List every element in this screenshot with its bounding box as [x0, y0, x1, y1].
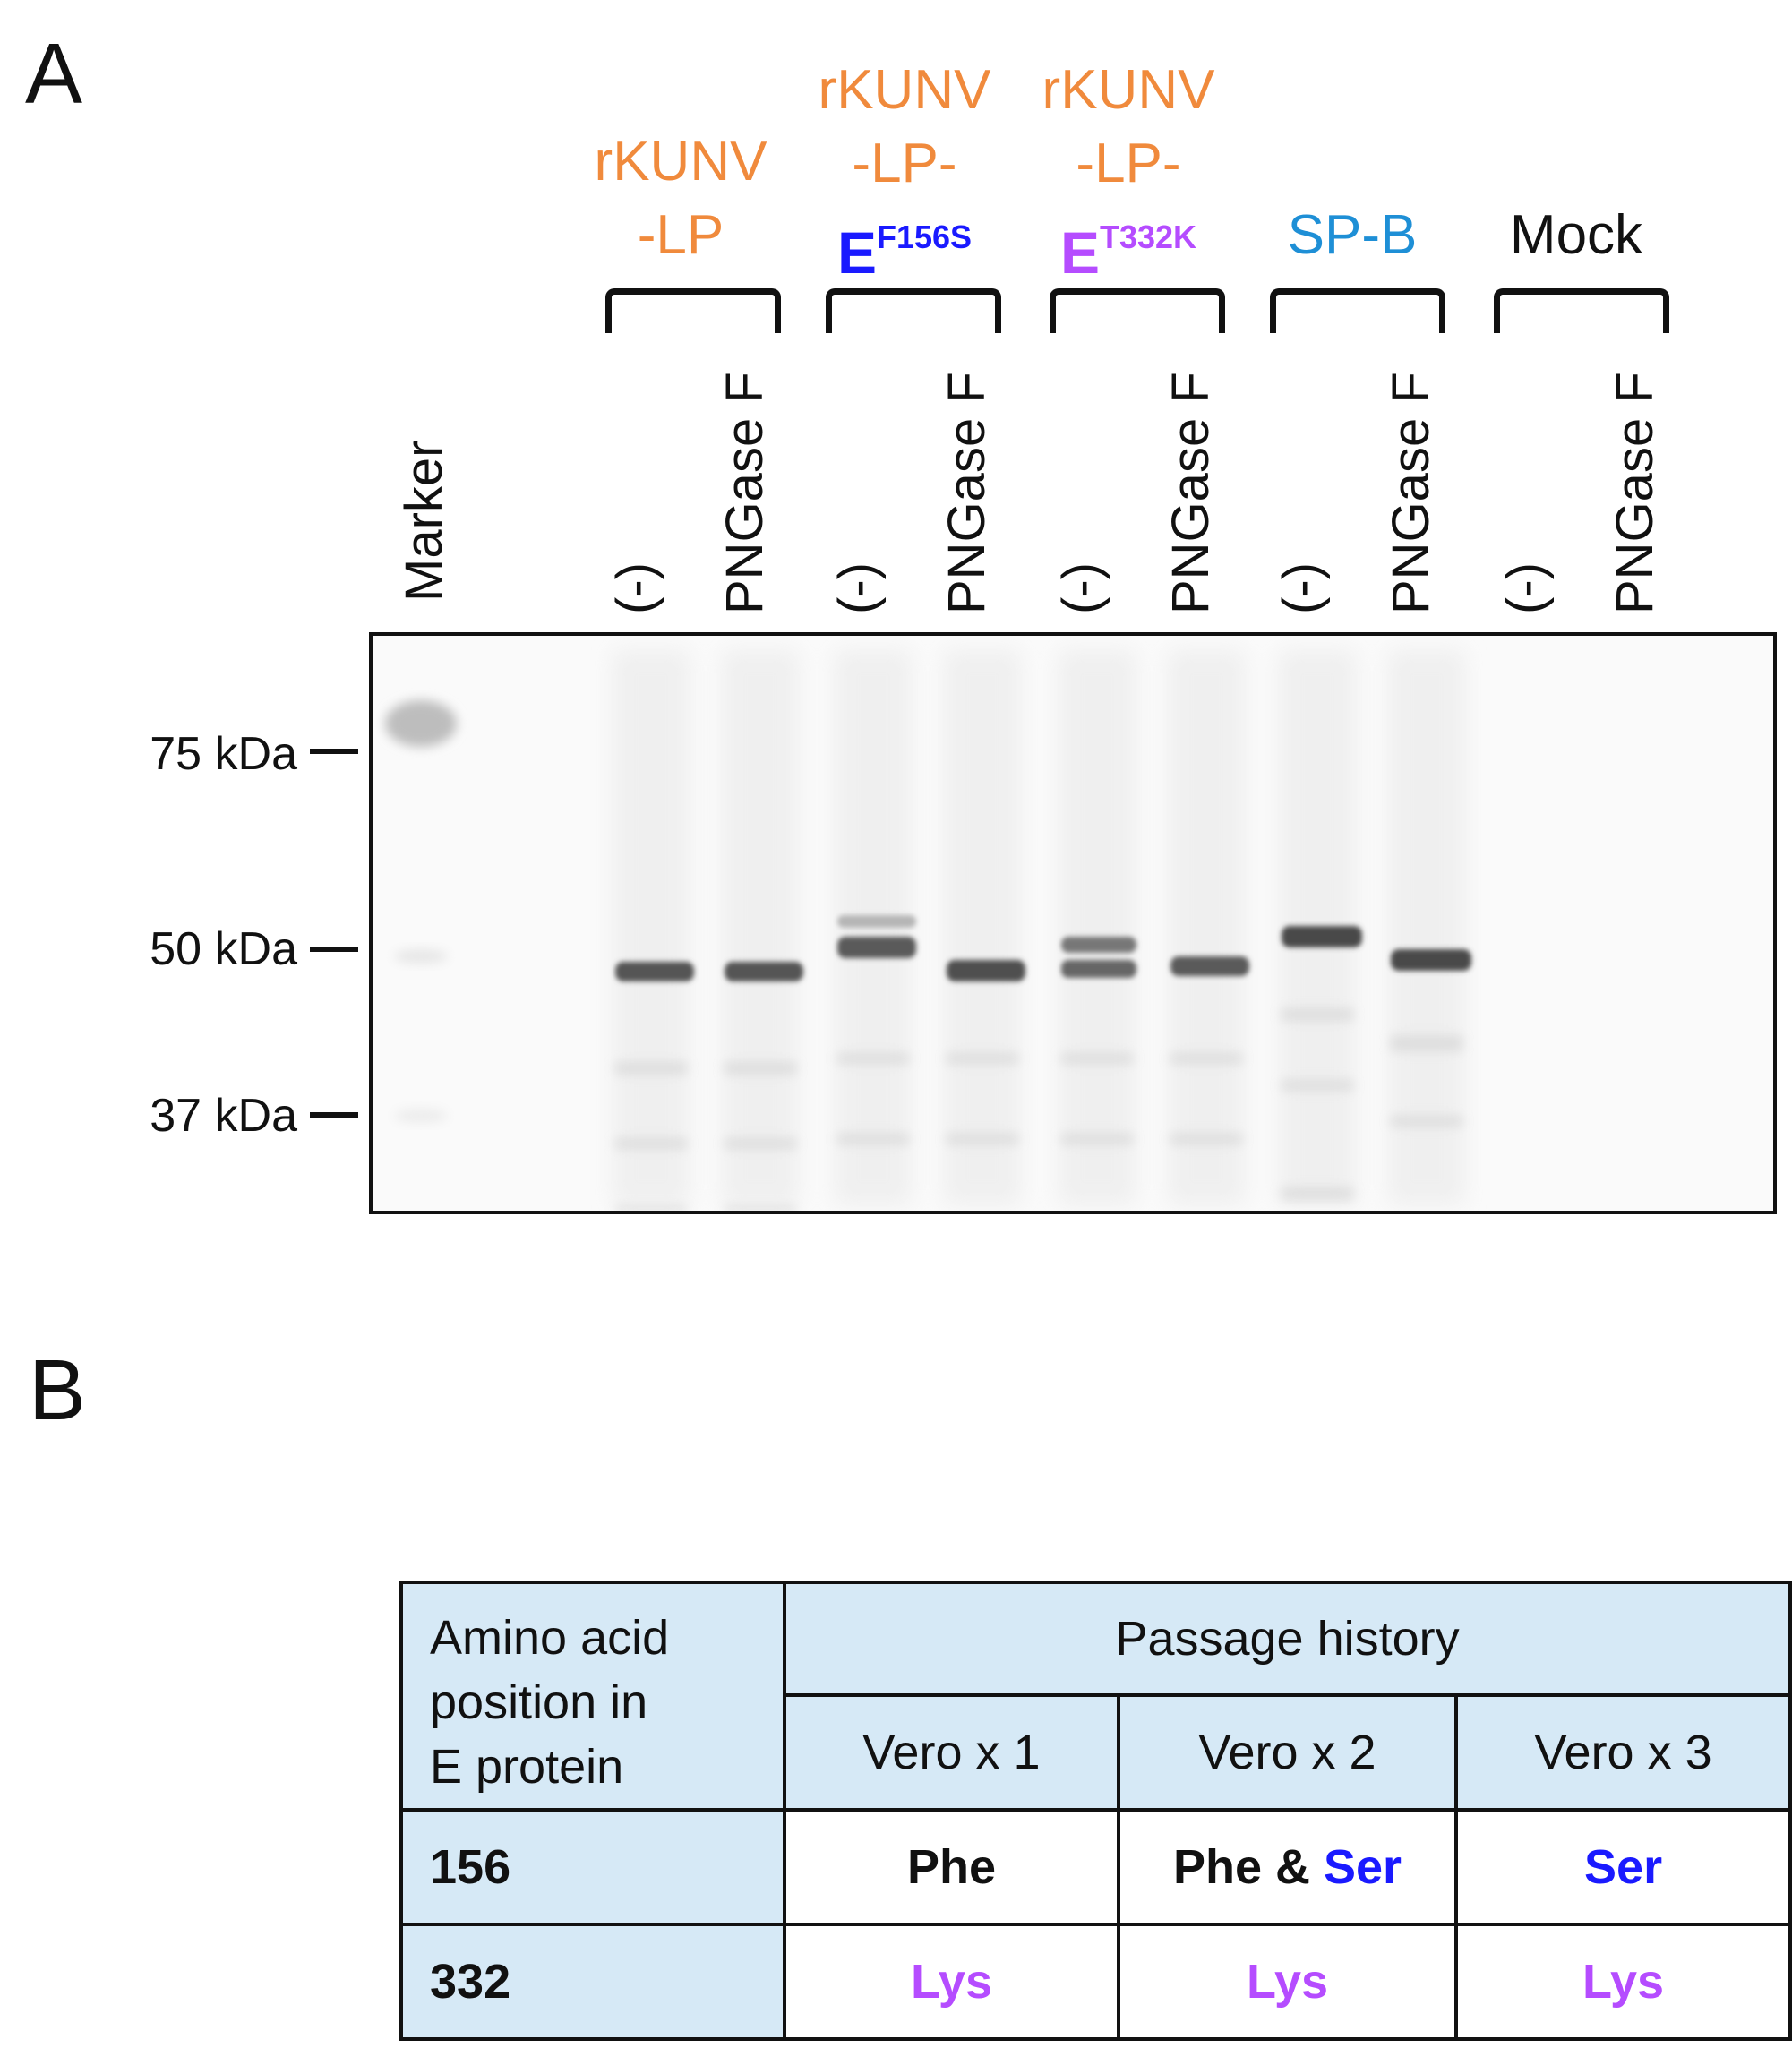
- passage-history-table: Amino acid position in E protein Passage…: [399, 1581, 1792, 2041]
- band-sp-b-untreated: [1282, 926, 1362, 947]
- mutation-letter: E: [1059, 219, 1100, 286]
- row-header-position: 332: [399, 1923, 787, 2041]
- residue-text: Lys: [1582, 1955, 1665, 2009]
- table-cell: Ser: [1454, 1808, 1792, 1926]
- mw-label-75: 75 kDa: [150, 728, 297, 780]
- bracket-mock: [1494, 288, 1669, 333]
- sample-line: SP-B: [1287, 204, 1418, 266]
- mutation-superscript: F156S: [876, 218, 973, 255]
- corner-header-line: E protein: [430, 1740, 624, 1794]
- table-cell: Phe: [783, 1808, 1120, 1926]
- corner-header-line: Amino acid: [430, 1611, 670, 1665]
- lane-label-marker: Marker: [395, 440, 453, 602]
- table-cell: Lys: [1454, 1923, 1792, 2041]
- band-rkunv-lp-untreated: [615, 962, 694, 981]
- lane-label-untreated: (-): [828, 562, 887, 614]
- lane-smears: [613, 650, 1465, 1205]
- lane-label-pngase: PNGase F: [1606, 372, 1664, 614]
- table-cell: Lys: [783, 1923, 1120, 2041]
- mutation-label-f156s: EF156S: [797, 201, 1012, 292]
- background-bands: [615, 1008, 1462, 1212]
- residue-text: Phe &: [1172, 1840, 1324, 1894]
- column-header-vero-1: Vero x 1: [783, 1693, 1120, 1812]
- mutation-letter: E: [836, 219, 877, 286]
- mutation-superscript: T332K: [1099, 218, 1197, 255]
- lane-label-untreated: (-): [606, 562, 664, 614]
- lane-label-untreated: (-): [1496, 562, 1555, 614]
- mutation-label-t332k: ET332K: [1021, 201, 1236, 292]
- mw-tick-75: [310, 749, 358, 754]
- sample-line: Mock: [1509, 204, 1643, 266]
- bracket-rkunv-lp-f156s: [826, 288, 1001, 333]
- lane-label-pngase: PNGase F: [716, 372, 774, 614]
- residue-text: Lys: [910, 1955, 992, 2009]
- band-f156s-untreated: [837, 937, 916, 958]
- sample-line: rKUNV: [594, 131, 767, 193]
- column-header-vero-2: Vero x 2: [1116, 1693, 1459, 1812]
- sample-line: rKUNV: [1042, 59, 1215, 121]
- sample-label-mock: Mock: [1469, 199, 1684, 272]
- lane-label-untreated: (-): [1052, 562, 1110, 614]
- sample-label-sp-b: SP-B: [1245, 199, 1460, 272]
- band-sp-b-pngase: [1391, 949, 1471, 971]
- lane-label-pngase: PNGase F: [1162, 372, 1220, 614]
- residue-text: Ser: [1323, 1840, 1402, 1894]
- marker-bands: [385, 700, 457, 1123]
- sample-line: -LP-: [852, 133, 957, 194]
- band-rkunv-lp-pngase: [725, 962, 803, 981]
- sample-label-rkunv-lp-t332k: rKUNV -LP- ET332K: [1021, 54, 1236, 292]
- mw-tick-37: [310, 1112, 358, 1118]
- group-header-cell: Passage history: [783, 1581, 1792, 1697]
- mw-tick-50: [310, 947, 358, 952]
- row-header-position: 156: [399, 1808, 787, 1926]
- lane-label-pngase: PNGase F: [938, 372, 996, 614]
- panel-a-label: A: [25, 26, 83, 122]
- bracket-sp-b: [1270, 288, 1445, 333]
- bracket-rkunv-lp-t332k: [1050, 288, 1225, 333]
- mw-label-50: 50 kDa: [150, 923, 297, 975]
- table-cell: Phe & Ser: [1116, 1808, 1459, 1926]
- sample-label-rkunv-lp: rKUNV -LP: [573, 125, 788, 272]
- sample-line: rKUNV: [818, 59, 991, 121]
- sample-line: -LP: [637, 204, 725, 266]
- corner-header-line: position in: [430, 1675, 648, 1729]
- panel-b-label: B: [29, 1342, 87, 1438]
- bracket-rkunv-lp: [605, 288, 781, 333]
- residue-text: Lys: [1246, 1955, 1329, 2009]
- band-f156s-untreated-upper: [837, 915, 916, 928]
- main-bands: [615, 915, 1471, 981]
- band-t332k-untreated-upper: [1061, 937, 1136, 953]
- residue-text: Phe: [906, 1840, 996, 1894]
- band-t332k-pngase: [1170, 956, 1249, 976]
- sample-label-rkunv-lp-f156s: rKUNV -LP- EF156S: [797, 54, 1012, 292]
- western-blot-image: [369, 632, 1777, 1214]
- blot-frame: [369, 632, 1777, 1214]
- table-row: 156 Phe Phe & Ser Ser: [399, 1808, 1792, 1926]
- column-header-vero-3: Vero x 3: [1454, 1693, 1792, 1812]
- table-cell: Lys: [1116, 1923, 1459, 2041]
- lane-label-pngase: PNGase F: [1382, 372, 1440, 614]
- corner-header-cell: Amino acid position in E protein: [399, 1581, 787, 1812]
- band-t332k-untreated-lower: [1061, 960, 1136, 978]
- sample-line: -LP-: [1076, 133, 1181, 194]
- mw-label-37: 37 kDa: [150, 1090, 297, 1142]
- table-row: 332 Lys Lys Lys: [399, 1923, 1792, 2041]
- residue-text: Ser: [1584, 1840, 1663, 1894]
- lane-label-untreated: (-): [1273, 562, 1331, 614]
- band-f156s-pngase: [947, 960, 1025, 981]
